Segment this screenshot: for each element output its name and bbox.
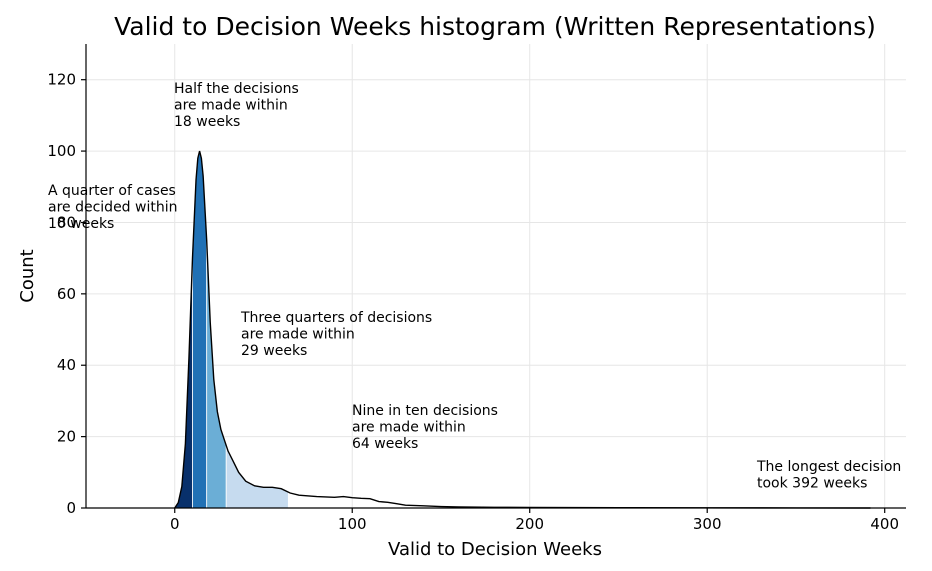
annotation-line: are made within <box>174 98 288 114</box>
y-tick-label: 20 <box>57 428 76 446</box>
axis-layer: 0 100 200 300 400 0 20 40 60 80 100 120 <box>47 44 906 533</box>
y-tick-label: 60 <box>57 285 76 303</box>
annotation-line: 64 weeks <box>352 436 418 452</box>
annotation-line: are decided within <box>48 200 177 216</box>
annotation-line: Half the decisions <box>174 81 299 97</box>
annotation-text: Half the decisions are made within 18 week… <box>174 81 299 130</box>
y-tick-label: 80 <box>57 213 76 231</box>
annotation-line: Nine in ten decisions <box>352 403 498 419</box>
x-tick-label: 400 <box>870 515 899 533</box>
chart-title: Valid to Decision Weeks histogram (Writt… <box>114 12 876 41</box>
y-tick-label: 120 <box>47 71 76 89</box>
annotation-line: A quarter of cases <box>48 183 176 199</box>
annotation-text: Three quarters of decisions are made with… <box>240 310 432 359</box>
annotation-line: The longest decision <box>756 459 901 475</box>
y-axis-label: Count <box>17 249 38 302</box>
x-tick-label: 0 <box>170 515 180 533</box>
annotation-text: The longest decision took 392 weeks <box>756 459 901 492</box>
annotation-text: A quarter of cases are decided within 10 w… <box>48 183 177 232</box>
x-tick-label: 100 <box>338 515 367 533</box>
annotation-line: are made within <box>352 420 466 436</box>
y-tick-label: 100 <box>47 142 76 160</box>
shaded-band <box>225 445 289 509</box>
x-tick-label: 200 <box>515 515 544 533</box>
annotation-line: Three quarters of decisions <box>240 310 432 326</box>
y-tick-label: 40 <box>57 356 76 374</box>
density-curve <box>174 150 871 509</box>
annotation-line: 29 weeks <box>241 343 307 359</box>
annotation-text: Nine in ten decisions are made within 64 w… <box>352 403 498 452</box>
annotation-line: took 392 weeks <box>757 476 867 492</box>
annotation-line: are made within <box>241 327 355 343</box>
x-tick-label: 300 <box>693 515 722 533</box>
shaded-band <box>206 240 227 509</box>
annotation-layer: A quarter of cases are decided within 10 w… <box>48 81 901 492</box>
x-axis-label: Valid to Decision Weeks <box>388 539 602 560</box>
y-tick-label: 0 <box>66 499 76 517</box>
curve-layer <box>174 150 871 509</box>
annotation-line: 18 weeks <box>174 114 240 130</box>
annotation-line: 10 weeks <box>48 216 114 232</box>
